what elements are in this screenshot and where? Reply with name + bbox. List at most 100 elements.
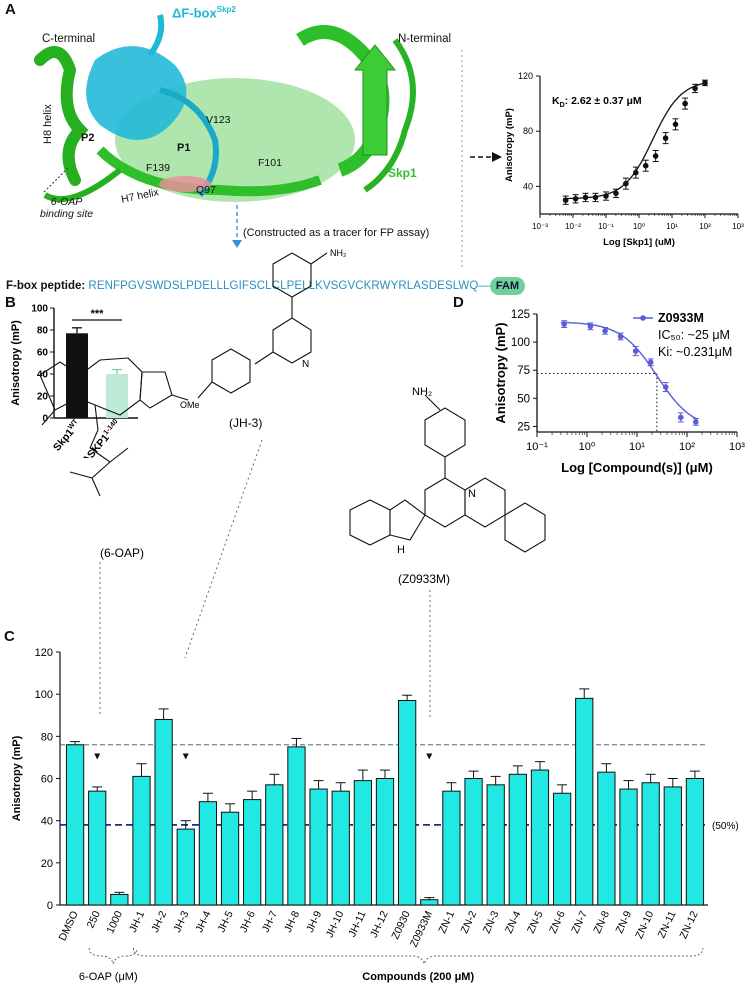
bar-ZN-11 xyxy=(663,786,682,906)
jh3-pointer xyxy=(184,439,263,659)
category-label: JH-1 xyxy=(127,909,147,934)
kd-subscript: D xyxy=(560,102,565,109)
jh3-name: (JH-3) xyxy=(229,416,262,430)
y-tick-label: 100 xyxy=(31,304,48,315)
chart-c-compound-screen: 0 20 40 60 80 100 120 Anisotropy (mP) (50%) DMSO 2… xyxy=(11,647,739,983)
chart-a-binding-curve: 40 80 120 10⁻³ 10⁻² 10⁻¹ 10⁰ 10¹ 10² 10³ Log [Skp1… xyxy=(504,71,744,248)
legend-marker xyxy=(640,315,646,321)
data-point xyxy=(692,85,698,92)
y-tick-label: 80 xyxy=(37,326,49,337)
legend-series-name: Z0933M xyxy=(658,311,704,325)
oap-name: (6-OAP) xyxy=(100,546,144,560)
category-label: JH-12 xyxy=(368,909,391,940)
legend-note: IC₅₀: ~25 μM xyxy=(658,328,730,342)
data-point xyxy=(602,328,608,334)
z0933m-nh: H xyxy=(397,544,405,556)
group-brace-compounds xyxy=(132,947,704,965)
fam-tag: FAM xyxy=(489,277,526,295)
data-point xyxy=(617,333,624,340)
significance-label: *** xyxy=(91,308,105,320)
pointer-arrow-jh3 xyxy=(182,753,189,760)
y-axis-label: Anisotropy (mP) xyxy=(493,322,508,423)
data-point xyxy=(561,321,568,327)
cyan-fbox-helices xyxy=(86,14,219,197)
y-axis-label: Anisotropy (mP) xyxy=(11,735,23,821)
bar-ZN-3 xyxy=(486,784,505,906)
x-tick-label: 10¹ xyxy=(666,222,678,231)
chart-d-competition-curve: 25 50 75 100 125 10⁻¹ 10⁰ 10¹ 10² 10³ Log [Compoun… xyxy=(493,309,745,475)
category-label: ZN-1 xyxy=(436,909,457,935)
category-label: JH-4 xyxy=(193,909,213,934)
category-label: JH-8 xyxy=(282,909,302,934)
legend-note: Ki: ~0.231μM xyxy=(658,345,732,359)
x-tick-label: 10⁰ xyxy=(579,441,596,453)
y-tick-label: 80 xyxy=(523,126,533,136)
data-point xyxy=(672,121,679,128)
data-point xyxy=(613,190,619,197)
y-tick-label: 20 xyxy=(41,858,53,870)
bar-ZN-5 xyxy=(530,769,550,906)
y-tick-label: 120 xyxy=(35,647,53,659)
bar-250 xyxy=(88,790,107,906)
data-point xyxy=(693,419,699,425)
kd-annotation: KD: 2.62 ± 0.37 μM xyxy=(552,95,642,109)
data-point xyxy=(662,384,669,390)
category-label: ZN-2 xyxy=(459,909,480,935)
group-brace-oap xyxy=(88,947,138,965)
category-label: ZN-7 xyxy=(569,909,590,935)
panel-letter-d: D xyxy=(453,294,464,311)
category-label: 1000 xyxy=(104,909,125,935)
category-label: ZN-6 xyxy=(547,909,568,935)
y-tick-label: 80 xyxy=(41,731,53,743)
bar-ZN-6 xyxy=(552,792,572,906)
data-point xyxy=(633,169,639,176)
category-label: ZN-8 xyxy=(591,909,612,935)
binding-site-label: 6-OAP binding site xyxy=(40,196,94,220)
protein-structure-illustration xyxy=(34,14,463,268)
x-tick-label: 10⁻¹ xyxy=(598,222,614,231)
fit-curve xyxy=(560,321,698,420)
bar-JH-3 xyxy=(176,828,195,906)
f101-label: F101 xyxy=(258,157,282,169)
y-tick-label: 100 xyxy=(511,337,530,349)
bar-JH-9 xyxy=(309,788,328,906)
y-tick-label: 100 xyxy=(35,689,53,701)
category-label: JH-2 xyxy=(149,909,169,934)
bar-1000 xyxy=(110,893,129,906)
bar-JH-5 xyxy=(220,811,240,906)
jh3-nh2: NH₂ xyxy=(330,248,347,258)
data-point xyxy=(632,348,639,354)
arrow-to-binding-chart xyxy=(470,152,502,162)
category-label: ZN-12 xyxy=(677,909,700,941)
fbox-peptide: F-box peptide: RENFPGVSWDSLPDELLLGIFSCLC… xyxy=(6,277,526,295)
c-terminal-label: C-terminal xyxy=(42,33,96,45)
bar-JH-1 xyxy=(132,775,151,906)
x-tick-label: 10² xyxy=(699,222,711,231)
bar-ZN-2 xyxy=(464,778,483,906)
jh3-ome: OMe xyxy=(180,400,200,410)
bar-ZN-4 xyxy=(508,773,527,906)
pointer-arrow-z0933m xyxy=(426,753,433,760)
x-tick-label: 10¹ xyxy=(629,441,645,453)
y-tick-label: 40 xyxy=(37,370,49,381)
x-tick-label: 10⁻² xyxy=(565,222,581,231)
category-label: JH-6 xyxy=(238,909,258,934)
bar-1 xyxy=(106,374,128,418)
bar-JH-11 xyxy=(353,780,372,906)
p1-label: P1 xyxy=(177,142,191,154)
panel-letter-a: A xyxy=(5,1,16,18)
bar-Z0933M xyxy=(420,899,439,906)
category-label: Z0930 xyxy=(389,909,413,941)
data-point xyxy=(652,153,659,159)
bar-ZN-12 xyxy=(685,778,705,906)
peptide-label: F-box peptide xyxy=(6,280,82,292)
y-tick-label: 40 xyxy=(523,181,533,191)
x-axis-label: Log [Compound(s)] (μM) xyxy=(561,460,713,475)
bar-JH-4 xyxy=(198,801,218,906)
y-tick-label: 120 xyxy=(518,71,533,81)
q97-label: Q97 xyxy=(196,184,216,196)
x-tick-label: 10⁻¹ xyxy=(526,441,548,453)
data-point xyxy=(603,193,609,199)
category-label: 250 xyxy=(85,909,103,930)
x-tick-label: 10³ xyxy=(732,222,744,231)
